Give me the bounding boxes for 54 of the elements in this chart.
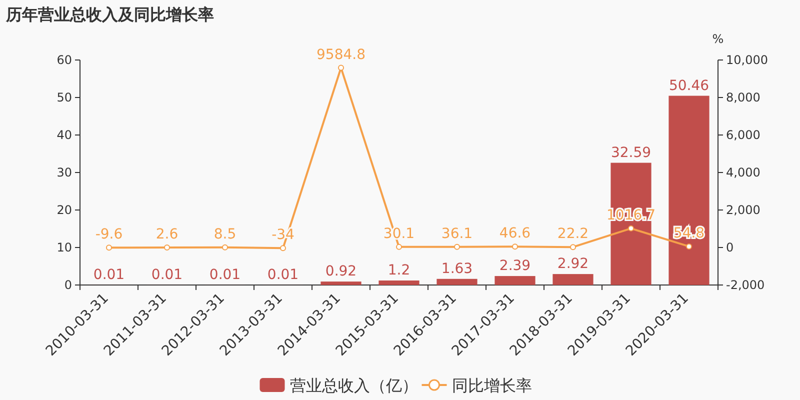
- legend-label: 同比增长率: [452, 376, 532, 395]
- data-label: 36.1: [441, 226, 473, 242]
- y2-tick-label: 2,000: [726, 203, 760, 217]
- y2-tick-label: -2,000: [726, 278, 765, 292]
- point: [512, 244, 518, 250]
- data-label: 22.2: [557, 226, 589, 242]
- point: [686, 243, 692, 250]
- data-label: 0.01: [151, 266, 183, 283]
- point: [164, 244, 170, 250]
- point: [338, 64, 344, 71]
- y-tick-label: 40: [56, 128, 72, 142]
- point: [106, 244, 112, 251]
- data-label: 0.01: [267, 266, 299, 283]
- bar: [378, 280, 420, 285]
- y-tick-label: 20: [56, 203, 72, 217]
- data-label: 0.01: [93, 266, 125, 283]
- data-label: 2.6: [156, 226, 178, 242]
- y2-tick-label: 6,000: [726, 128, 760, 142]
- data-label: -9.6: [95, 226, 123, 243]
- data-label: 46.6: [499, 226, 531, 242]
- y-tick-label: 60: [56, 53, 72, 67]
- data-label: 0.92: [325, 264, 357, 280]
- data-label: 0.01: [209, 266, 241, 283]
- data-label: 32.59: [610, 144, 652, 161]
- bar: [494, 276, 536, 285]
- bar: [436, 278, 478, 285]
- point: [570, 244, 576, 250]
- bar: [320, 282, 362, 285]
- point: [396, 244, 402, 250]
- point: [454, 244, 460, 250]
- chart-title: 历年营业总收入及同比增长率: [5, 5, 214, 24]
- point: [280, 245, 286, 252]
- y-tick-label: 0: [64, 278, 72, 292]
- y2-tick-label: 10,000: [726, 53, 768, 67]
- point: [628, 225, 634, 232]
- data-label: 8.5: [214, 226, 236, 242]
- y2-axis-title: %: [712, 32, 724, 46]
- data-label: 1.2: [388, 262, 410, 278]
- y-tick-label: 50: [56, 90, 72, 104]
- data-label: 2.92: [557, 256, 589, 272]
- legend-label: 营业总收入（亿）: [290, 376, 418, 395]
- bar: [552, 274, 594, 285]
- data-label: 1.63: [441, 260, 473, 277]
- y2-tick-label: 8,000: [726, 90, 760, 104]
- point: [222, 244, 228, 250]
- y2-tick-label: 0: [726, 240, 734, 254]
- y-tick-label: 30: [56, 166, 72, 180]
- bar: [668, 96, 710, 285]
- data-label: 2.39: [499, 258, 531, 274]
- y2-tick-label: 4,000: [726, 166, 760, 180]
- y-tick-label: 10: [56, 240, 72, 254]
- data-label: 54.8: [673, 225, 705, 242]
- data-label: 50.46: [668, 78, 710, 94]
- data-label: 9584.8: [316, 46, 366, 63]
